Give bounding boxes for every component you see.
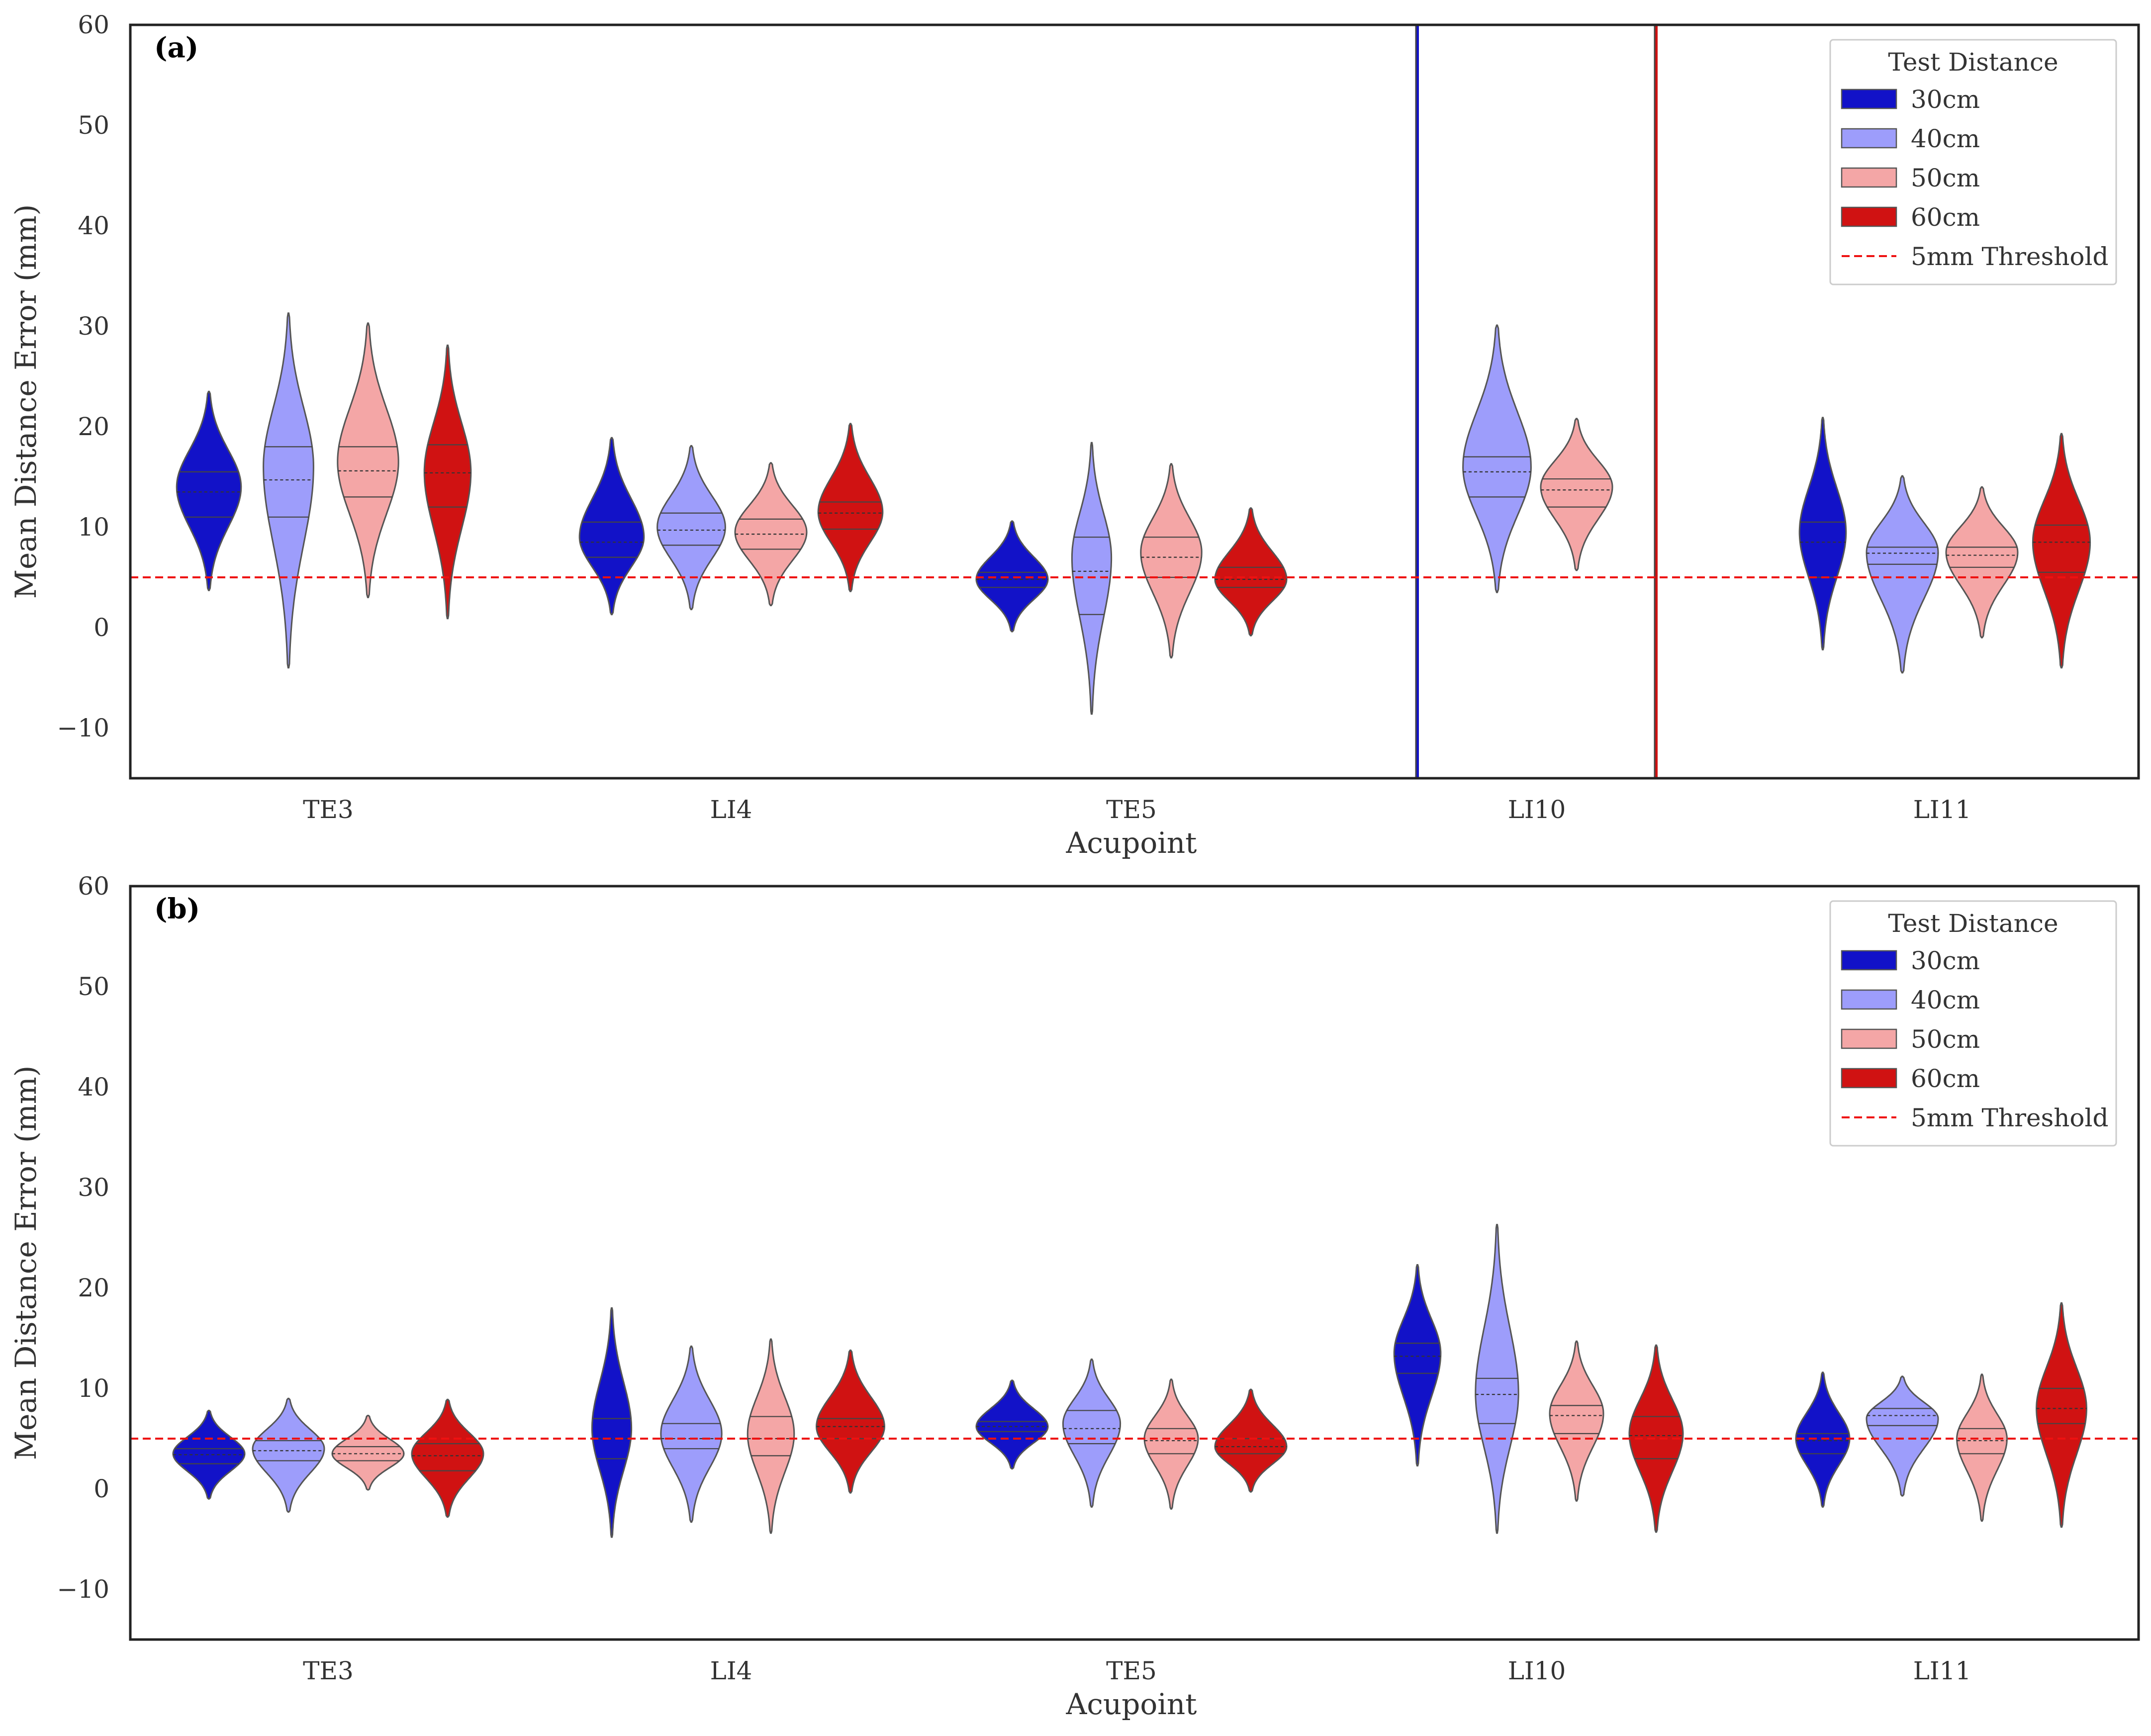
violin-li4-60cm [817, 423, 884, 592]
panel-label: (a) [154, 31, 198, 64]
legend: Test Distance 30cm 40cm 50cm 60cm 5mm Thresho… [1829, 39, 2117, 285]
x-axis-label: Acupoint [1066, 826, 1197, 860]
legend-label-50cm: 50cm [1911, 1025, 1980, 1054]
x-axis-label: Acupoint [1066, 1687, 1197, 1721]
violin-li11-30cm [1795, 1371, 1851, 1508]
violin-li4-50cm [747, 1338, 795, 1534]
violin-li4-40cm [660, 1345, 723, 1523]
violin-li11-40cm [1866, 1375, 1939, 1497]
x-tick-label: TE5 [1106, 795, 1157, 824]
chart-panel-a: −10 0 10 20 30 40 50 60 TE3 LI4 TE5 LI10 LI11 Acupoin… [9, 10, 2140, 860]
violin-te3-60cm [411, 1398, 484, 1518]
violin-li4-30cm [591, 1307, 633, 1538]
legend: Test Distance 30cm 40cm 50cm 60cm 5mm Thresho… [1829, 900, 2117, 1147]
y-tick-label: −10 [57, 714, 109, 742]
y-tick-label: 30 [78, 312, 109, 341]
panel-label: (b) [154, 893, 200, 925]
legend-swatch-30cm [1841, 89, 1897, 109]
violin-li10-60cm [1628, 1344, 1684, 1533]
violin-li10-30cm [1393, 1264, 1442, 1466]
legend-label-threshold: 5mm Threshold [1911, 242, 2109, 271]
violin-te5-30cm [975, 520, 1049, 633]
y-tick-label: 20 [78, 412, 109, 441]
legend-swatch-50cm [1841, 1028, 1897, 1049]
violin-li11-60cm [2036, 1302, 2087, 1528]
legend-label-40cm: 40cm [1911, 124, 1980, 153]
legend-swatch-50cm [1841, 167, 1897, 188]
legend-swatch-40cm [1841, 989, 1897, 1010]
y-tick-label: 0 [94, 613, 109, 642]
violin-li4-30cm [578, 437, 645, 616]
plot-frame [129, 885, 2140, 1641]
y-tick-label: 50 [78, 111, 109, 140]
x-tick-label: LI4 [710, 1656, 752, 1685]
y-tick-label: 40 [78, 211, 109, 240]
violin-te3-60cm [423, 344, 472, 620]
x-tick-label: LI11 [1913, 1656, 1971, 1685]
legend-swatch-60cm [1841, 206, 1897, 227]
y-tick-label: 0 [94, 1474, 109, 1503]
x-tick-label: LI10 [1508, 1656, 1566, 1685]
y-tick-label: 60 [78, 10, 109, 39]
violin-te5-50cm [1140, 463, 1203, 659]
y-tick-label: 10 [78, 1374, 109, 1403]
legend-title: Test Distance [1888, 48, 2058, 77]
legend-label-30cm: 30cm [1911, 946, 1980, 975]
x-tick-label: LI10 [1508, 795, 1566, 824]
x-tick-label: TE3 [303, 1656, 354, 1685]
violin-te5-50cm [1143, 1378, 1199, 1510]
y-tick-label: 50 [78, 972, 109, 1001]
violin-te3-40cm [263, 312, 314, 669]
violin-li11-60cm [2032, 433, 2091, 669]
legend-label-60cm: 60cm [1911, 1064, 1980, 1093]
violin-te3-50cm [331, 1415, 405, 1491]
legend-title: Test Distance [1888, 909, 2058, 938]
y-tick-label: 60 [78, 872, 109, 901]
x-tick-label: TE5 [1106, 1656, 1157, 1685]
violin-li4-60cm [816, 1349, 885, 1494]
plot-area [172, 1224, 2087, 1538]
y-axis-label: Mean Distance Error (mm) [9, 1066, 43, 1461]
y-axis-label: Mean Distance Error (mm) [9, 204, 43, 599]
violin-li4-40cm [656, 445, 726, 611]
legend-swatch-30cm [1841, 950, 1897, 971]
legend-box [1829, 900, 2117, 1147]
legend-label-40cm: 40cm [1911, 986, 1980, 1014]
y-tick-label: 40 [78, 1073, 109, 1101]
x-tick-label: LI11 [1913, 795, 1971, 824]
x-tick-label: TE3 [303, 795, 354, 824]
legend-label-30cm: 30cm [1911, 85, 1980, 114]
violin-li11-50cm [1956, 1373, 2008, 1522]
y-tick-label: −10 [57, 1575, 109, 1604]
legend-label-50cm: 50cm [1911, 164, 1980, 192]
legend-swatch-60cm [1841, 1068, 1897, 1089]
legend-swatch-40cm [1841, 128, 1897, 149]
chart-panel-b: −10 0 10 20 30 40 50 60 TE3 LI4 TE5 LI10 LI11 Acupoin… [9, 872, 2140, 1721]
legend-label-60cm: 60cm [1911, 203, 1980, 232]
legend-box [1829, 39, 2117, 285]
violin-li10-50cm [1540, 418, 1613, 571]
legend-label-threshold: 5mm Threshold [1911, 1103, 2109, 1132]
violin-te5-40cm [1062, 1358, 1122, 1508]
violin-te3-30cm [176, 390, 242, 591]
violin-te3-50cm [337, 322, 399, 598]
violin-te5-60cm [1214, 507, 1288, 637]
violin-li10-50cm [1549, 1340, 1604, 1502]
violin-li11-40cm [1866, 475, 1939, 674]
x-tick-label: LI4 [710, 795, 752, 824]
violin-li10-40cm [1462, 324, 1532, 593]
violin-li11-50cm [1945, 486, 2019, 639]
y-tick-label: 20 [78, 1274, 109, 1302]
violin-te3-40cm [252, 1397, 325, 1513]
plot-area [176, 25, 2091, 778]
y-tick-label: 30 [78, 1173, 109, 1202]
y-tick-label: 10 [78, 513, 109, 542]
plot-frame [129, 23, 2140, 780]
violin-te5-60cm [1214, 1388, 1288, 1493]
violin-li11-30cm [1798, 417, 1847, 650]
